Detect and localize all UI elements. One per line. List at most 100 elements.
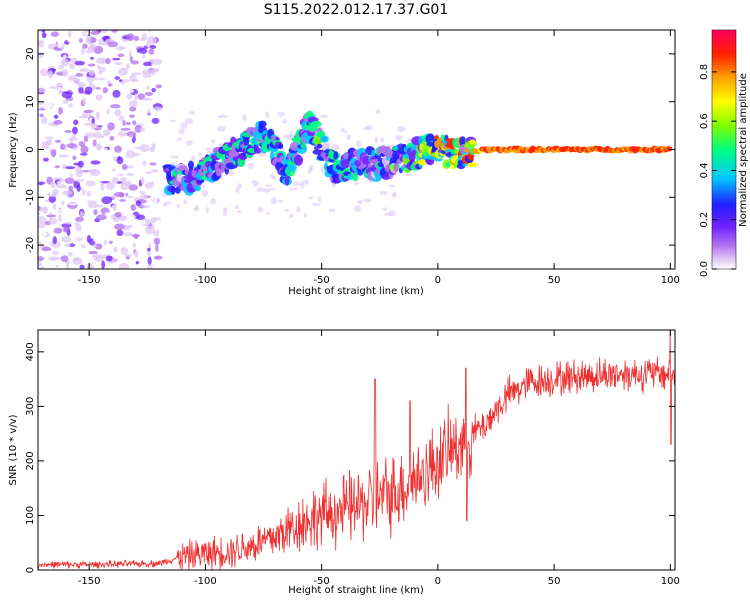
noise-speckle (50, 182, 56, 188)
noise-speckle (61, 190, 73, 196)
noise-speckle (92, 139, 97, 147)
noise-speckle (62, 54, 67, 59)
noise-speckle (74, 178, 84, 183)
noise-speckle (153, 106, 162, 112)
noise-speckle (75, 73, 84, 77)
noise-speckle (282, 134, 290, 138)
noise-speckle (69, 62, 75, 70)
noise-speckle (95, 87, 101, 90)
noise-speckle (307, 167, 312, 175)
noise-speckle (146, 112, 152, 116)
noise-speckle (126, 131, 137, 138)
noise-speckle (114, 211, 122, 218)
ridge-blob (311, 120, 322, 127)
noise-speckle (123, 231, 134, 237)
noise-speckle (121, 164, 128, 170)
noise-speckle (132, 242, 136, 248)
noise-speckle (55, 208, 63, 213)
noise-speckle (125, 121, 131, 126)
noise-speckle (133, 35, 140, 41)
heatmap-x-axis: -150 -100 -50 0 50 100 (78, 30, 680, 286)
noise-speckle (139, 127, 146, 132)
noise-speckle (101, 57, 106, 65)
noise-speckle (263, 188, 271, 193)
noise-speckle (319, 114, 329, 119)
noise-speckle (65, 166, 76, 170)
ridge-blob (277, 143, 284, 149)
noise-speckle (55, 264, 60, 268)
noise-speckle (61, 91, 73, 99)
noise-speckle (284, 208, 290, 213)
noise-speckle (169, 119, 176, 123)
noise-speckle (117, 53, 125, 58)
noise-speckle (93, 237, 103, 243)
noise-speckle (82, 97, 86, 106)
noise-speckle (379, 190, 388, 196)
noise-speckle (155, 243, 159, 253)
noise-speckle (100, 182, 105, 191)
ridge-blob (284, 175, 290, 186)
noise-speckle (82, 43, 88, 49)
noise-speckle (153, 237, 161, 245)
noise-speckle (405, 173, 414, 177)
noise-speckle (41, 246, 52, 252)
noise-speckle (311, 202, 321, 207)
x-tick-label: -150 (78, 275, 101, 286)
noise-speckle (81, 188, 86, 196)
noise-speckle (103, 245, 108, 254)
noise-speckle (73, 119, 79, 126)
noise-speckle (61, 68, 69, 77)
colorbar-label: Normalized spectral amplitude (738, 73, 749, 227)
noise-speckle (38, 87, 46, 93)
x-tick-label: -50 (313, 576, 329, 587)
noise-speckle (128, 214, 136, 220)
noise-speckle (135, 260, 140, 265)
noise-speckle (104, 58, 111, 65)
noise-speckle (102, 87, 109, 94)
noise-speckle (134, 93, 138, 101)
noise-speckle (118, 115, 125, 122)
noise-speckle (69, 173, 74, 179)
noise-speckle (125, 63, 131, 70)
noise-speckle (126, 224, 134, 229)
noise-speckle (112, 168, 116, 172)
noise-speckle (296, 206, 301, 214)
noise-speckle (88, 250, 99, 255)
noise-speckle (120, 127, 131, 131)
noise-speckle (64, 130, 73, 133)
noise-speckle (86, 200, 98, 204)
noise-speckle (60, 59, 66, 67)
noise-speckle (38, 241, 43, 246)
noise-speckle (128, 49, 132, 58)
noise-speckle (59, 246, 64, 254)
noise-speckle (140, 193, 148, 200)
noise-speckle (391, 192, 396, 197)
noise-speckle (43, 206, 48, 215)
noise-speckle (146, 36, 157, 45)
noise-speckle (38, 221, 46, 229)
noise-speckle (90, 56, 94, 60)
noise-speckle (356, 200, 363, 205)
noise-speckle (163, 201, 172, 205)
colorbar-tick-label: 0.0 (699, 261, 710, 277)
colorbar-ticks: 0.0 0.2 0.4 0.6 0.8 (699, 64, 736, 277)
noise-speckle (98, 66, 106, 73)
noise-speckle (147, 256, 152, 265)
noise-speckle (178, 128, 186, 135)
noise-speckle (170, 155, 179, 159)
ridge-blob (347, 173, 354, 180)
snr-y-axis: 0 100 200 300 400 (25, 342, 675, 573)
noise-speckle (97, 38, 104, 44)
noise-speckle (38, 108, 46, 111)
noise-speckle (48, 86, 59, 89)
noise-speckle (247, 162, 254, 170)
noise-speckle (51, 68, 57, 72)
noise-speckle (102, 147, 109, 157)
snr-series-line (38, 330, 675, 570)
noise-speckle (96, 64, 101, 70)
noise-speckle (140, 262, 145, 269)
noise-speckle (38, 51, 44, 59)
noise-speckle (49, 187, 53, 196)
noise-speckle (269, 187, 277, 191)
